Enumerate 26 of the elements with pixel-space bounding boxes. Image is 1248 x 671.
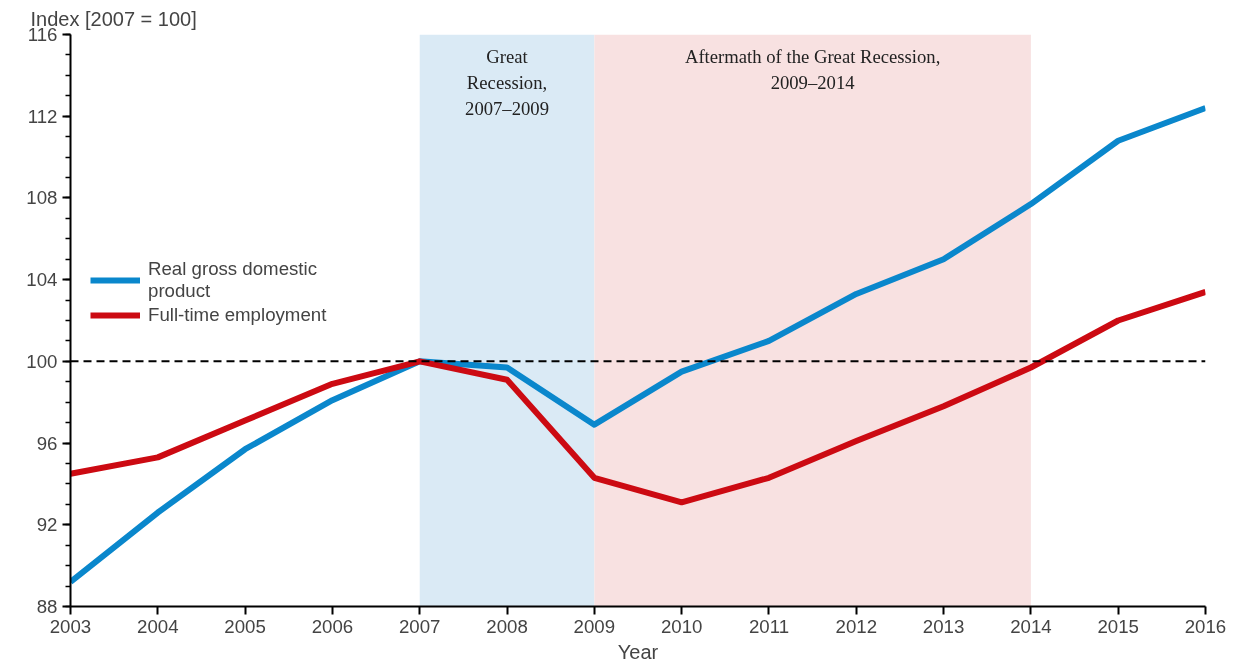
x-tick-label: 2003 [49, 615, 92, 637]
x-tick-label: 2016 [1184, 615, 1227, 637]
x-tick-label: 2004 [137, 615, 179, 637]
y-tick-label: 104 [26, 269, 58, 291]
x-tick-label: 2012 [835, 615, 878, 637]
y-tick-label: 112 [27, 105, 58, 127]
x-tick-label: 2014 [1010, 615, 1052, 637]
y-tick-label: 108 [26, 187, 58, 209]
x-tick-label: 2015 [1097, 615, 1139, 637]
x-tick-label: 2011 [748, 615, 790, 637]
band-label: Aftermath of the Great Recession, 2009–2014 [684, 45, 941, 94]
legend-label: Full-time employment [148, 304, 327, 326]
x-axis-title: Year [617, 640, 659, 663]
y-tick-label: 100 [26, 350, 58, 372]
y-tick-label: 96 [36, 432, 58, 454]
band-label: Great Recession, 2007–2009 [465, 45, 550, 120]
x-tick-label: 2006 [311, 615, 354, 637]
y-tick-label: 92 [36, 514, 58, 536]
x-tick-label: 2007 [398, 615, 441, 637]
legend-label: Real gross domestic product [148, 258, 318, 302]
x-tick-label: 2013 [922, 615, 965, 637]
x-tick-label: 2010 [660, 615, 703, 637]
x-tick-label: 2005 [224, 615, 266, 637]
y-tick-label: 88 [36, 596, 58, 617]
x-tick-label: 2008 [486, 615, 528, 637]
x-tick-label: 2009 [573, 615, 616, 637]
